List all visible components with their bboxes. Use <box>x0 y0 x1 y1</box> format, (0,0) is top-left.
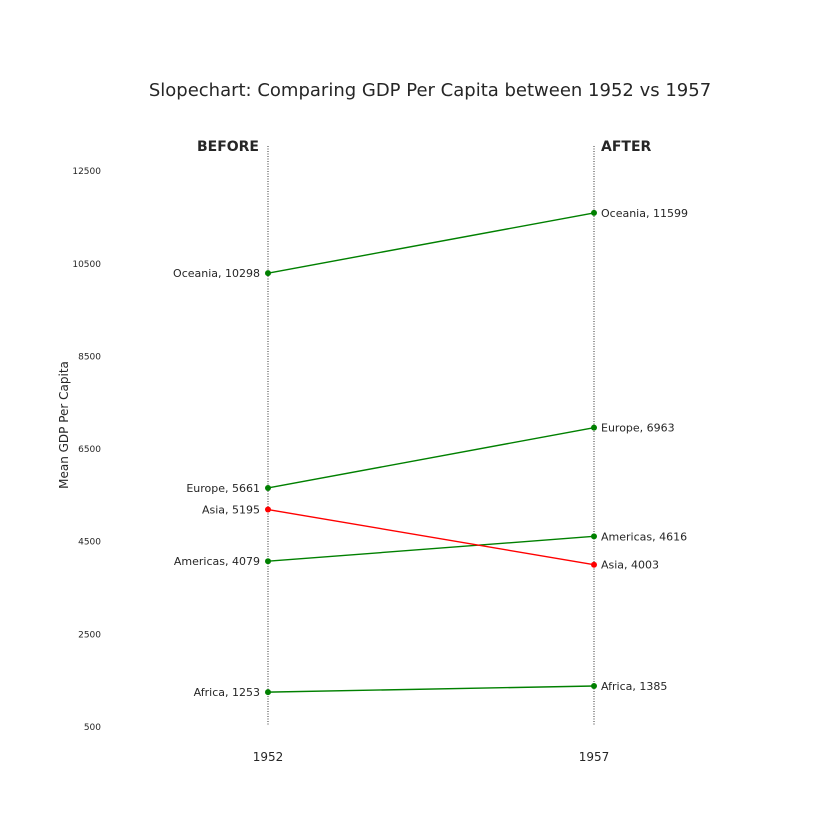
chart-title: Slopechart: Comparing GDP Per Capita bet… <box>149 80 711 101</box>
y-axis-ticks: 500 2500 4500 6500 8500 10500 12500 <box>72 167 101 733</box>
point-1957 <box>591 683 597 690</box>
point-label-1957: Americas, 4616 <box>601 530 687 543</box>
before-header: BEFORE <box>197 139 259 155</box>
point-1957 <box>591 424 597 431</box>
slope-line <box>267 508 595 566</box>
y-tick-label: 2500 <box>78 630 101 640</box>
y-tick-label: 10500 <box>72 260 101 270</box>
point-label-1952: Europe, 5661 <box>186 482 260 495</box>
series-oceania: Oceania, 10298 Oceania, 11599 <box>173 207 688 280</box>
point-label-1952: Africa, 1253 <box>194 686 260 699</box>
y-tick-label: 12500 <box>72 167 101 177</box>
x-tick-1952: 1952 <box>253 750 284 764</box>
point-label-1957: Europe, 6963 <box>601 422 675 435</box>
point-label-1952: Oceania, 10298 <box>173 267 260 280</box>
point-1952 <box>265 689 271 696</box>
point-label-1952: Americas, 4079 <box>174 555 260 568</box>
series-europe: Europe, 5661 Europe, 6963 <box>186 422 674 495</box>
y-tick-label: 4500 <box>78 538 101 548</box>
point-1952 <box>265 506 271 513</box>
y-tick-label: 6500 <box>78 445 101 455</box>
series-asia: Asia, 5195 Asia, 4003 <box>202 504 659 572</box>
point-label-1957: Africa, 1385 <box>601 680 667 693</box>
point-1952 <box>265 484 271 491</box>
slope-line <box>267 685 595 693</box>
point-label-1957: Oceania, 11599 <box>601 207 688 220</box>
series-africa: Africa, 1253 Africa, 1385 <box>194 680 668 699</box>
x-tick-1957: 1957 <box>579 750 610 764</box>
slope-line <box>267 535 595 562</box>
point-1957 <box>591 209 597 216</box>
slope-line <box>267 426 595 489</box>
y-tick-label: 8500 <box>78 352 101 362</box>
point-label-1952: Asia, 5195 <box>202 504 260 517</box>
after-header: AFTER <box>601 139 652 155</box>
series-americas: Americas, 4079 Americas, 4616 <box>174 530 687 568</box>
point-label-1957: Asia, 4003 <box>601 559 659 572</box>
point-1957 <box>591 533 597 540</box>
y-axis-label: Mean GDP Per Capita <box>57 361 71 489</box>
y-tick-label: 500 <box>84 723 101 733</box>
point-1952 <box>265 270 271 277</box>
point-1957 <box>591 561 597 568</box>
slope-line <box>267 212 595 274</box>
point-1952 <box>265 558 271 565</box>
